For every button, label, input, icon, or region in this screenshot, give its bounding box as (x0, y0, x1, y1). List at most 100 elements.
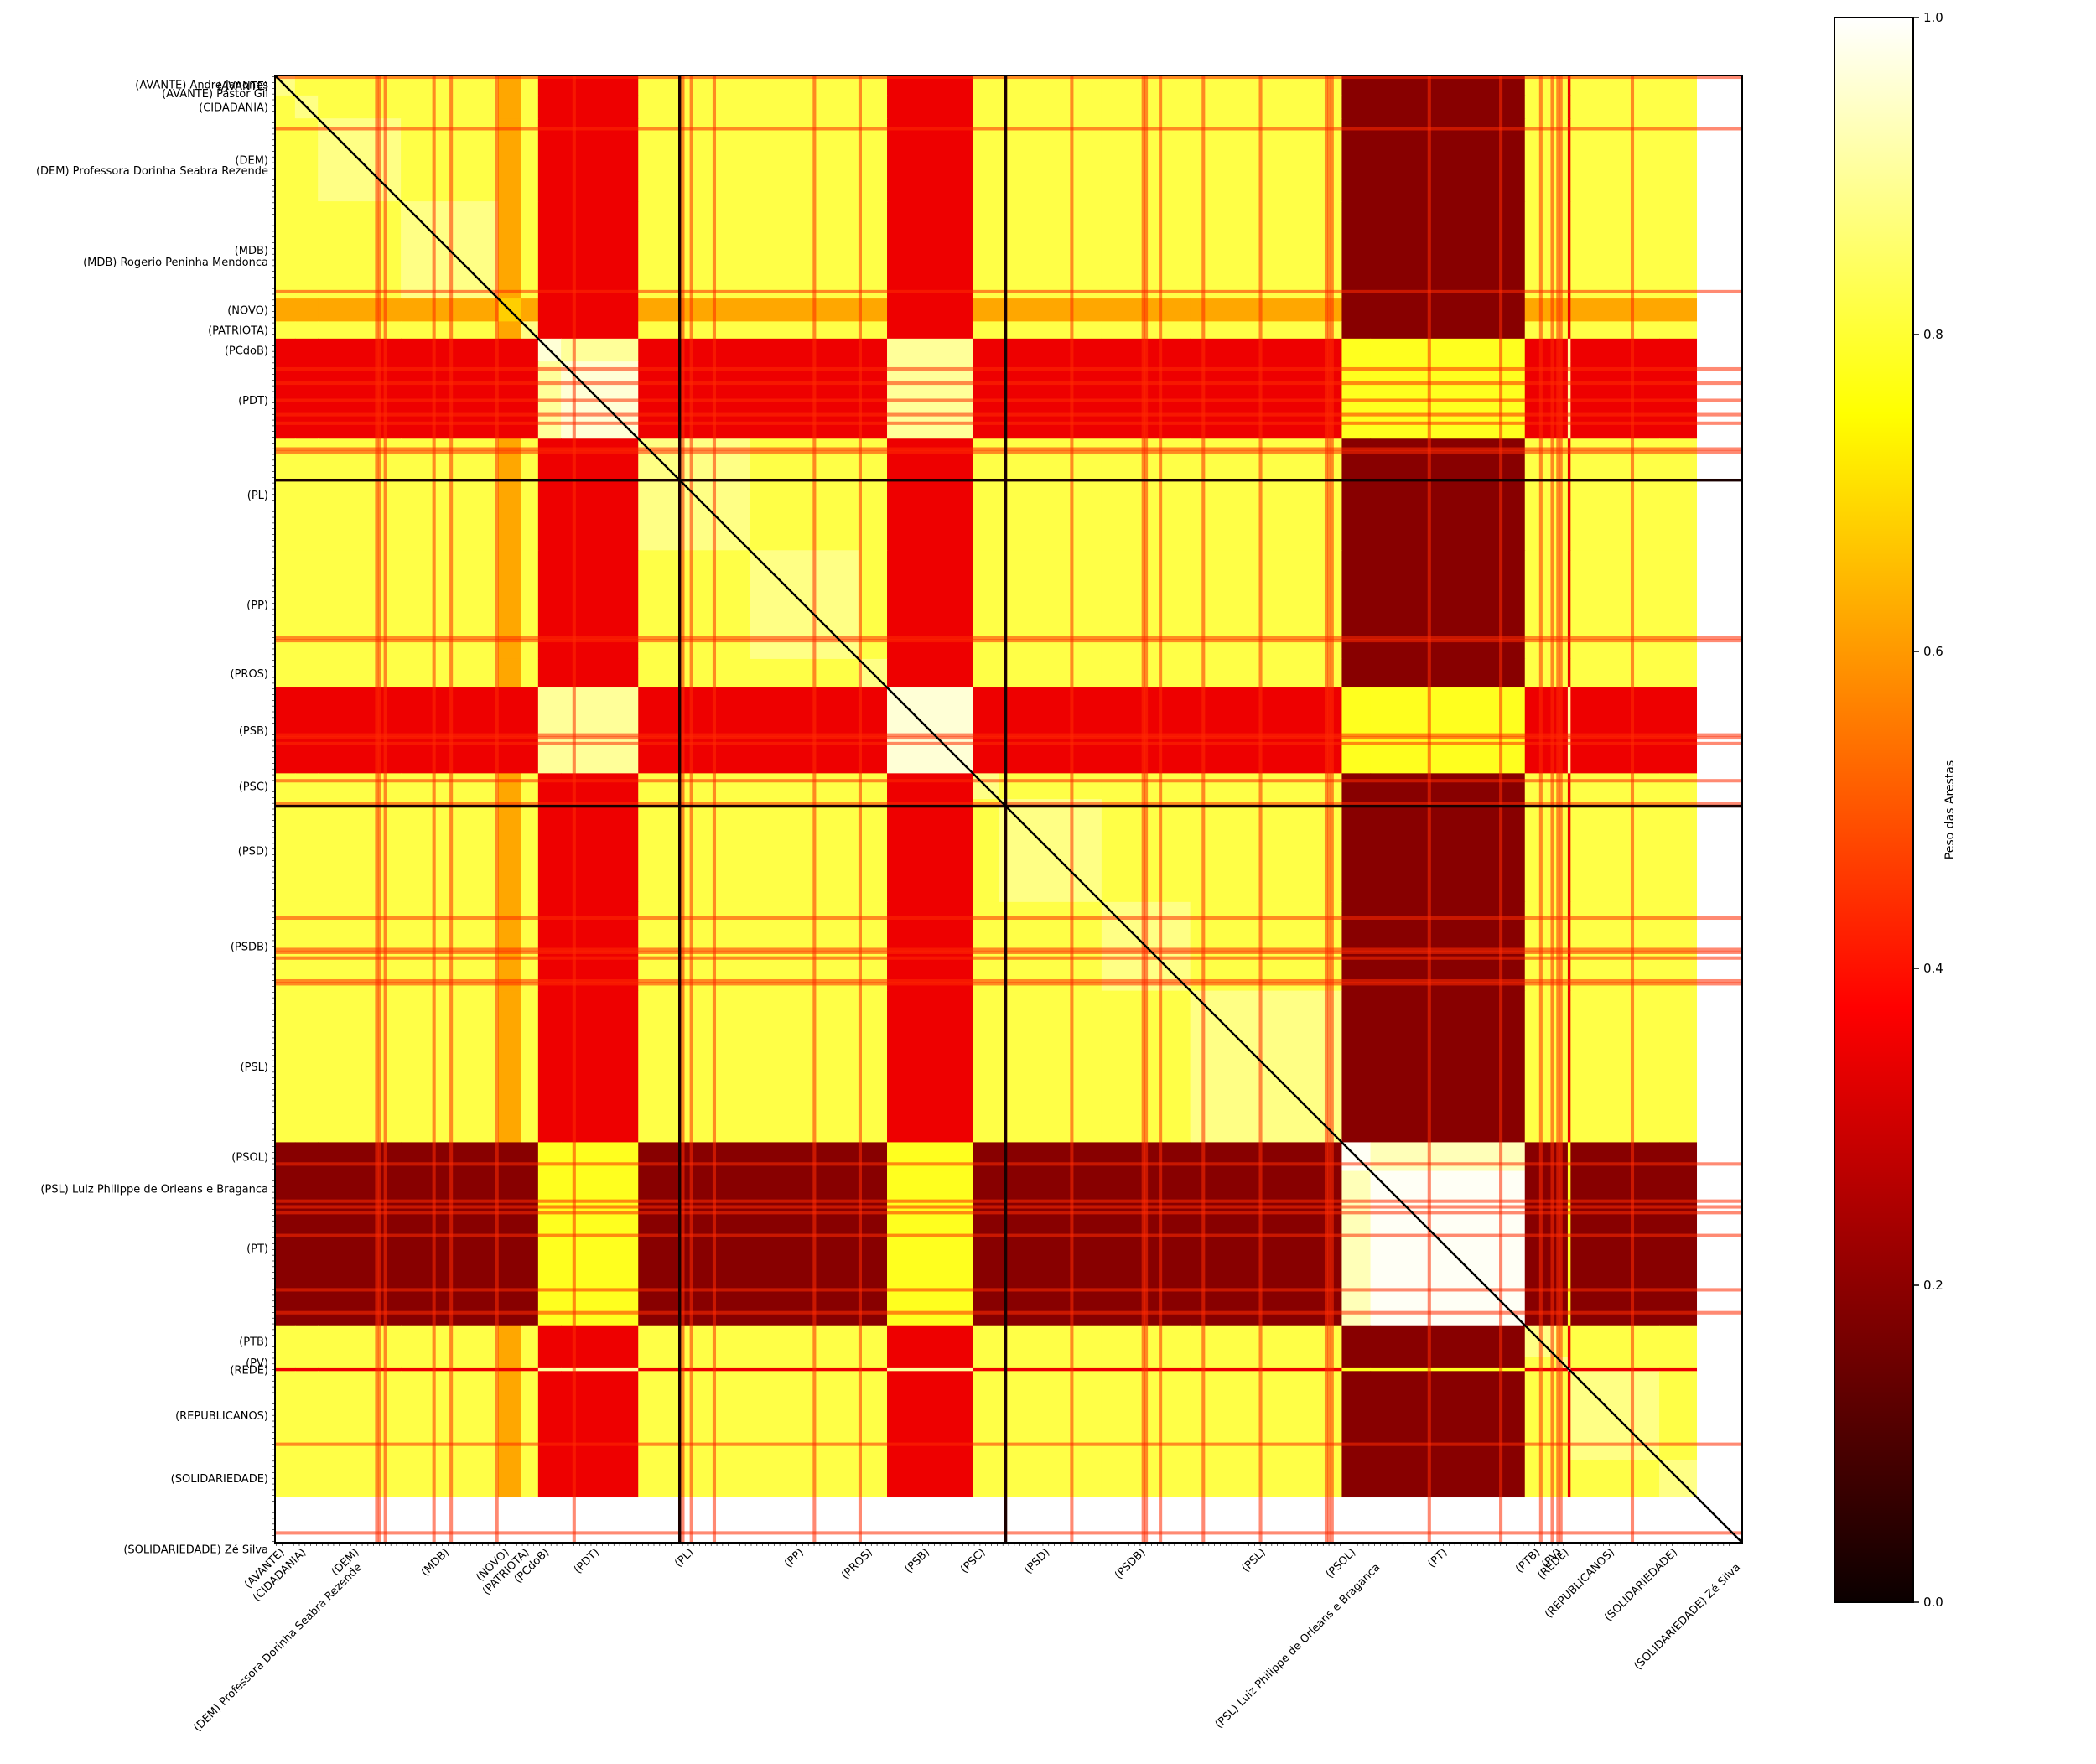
heatmap-block-psol-dem (318, 1142, 402, 1172)
heatmap-block-novo-republicanos (1570, 298, 1660, 322)
heatmap-block-pt-pp (750, 1170, 859, 1326)
heatmap-block-novo-psol (1341, 298, 1372, 322)
heatmap-block-psdb-psb (887, 901, 973, 992)
heatmap-block-mdb-psd (999, 201, 1102, 299)
heatmap-block-pcdob-avante (275, 338, 296, 362)
heatmap-block-ptb-psl (1190, 1325, 1343, 1357)
diagonal-line (274, 75, 1743, 1544)
row-label: (PSDB) (231, 942, 268, 954)
heatmap-block-pl-pp (750, 438, 859, 551)
colorbar-tick-label: 1.0 (1923, 10, 1943, 25)
heatmap-block-dem-novo (498, 118, 521, 202)
heatmap-block-psb-pl (638, 687, 750, 774)
heatmap-block-cidadania-psb (887, 95, 973, 119)
column-label: (PDT) (572, 1546, 602, 1576)
heatmap-block-solidariedade-pp (750, 1460, 859, 1498)
heatmap-block-psd-pl (638, 799, 750, 903)
heatmap-block-psdb-psd (999, 901, 1102, 992)
heatmap-block-rede-republicanos (1570, 1367, 1660, 1372)
heatmap-block-psdb-rede (1567, 901, 1571, 992)
heatmap-block-patriota-psc (973, 321, 999, 340)
heatmap-block-ptb-pl (638, 1325, 750, 1357)
heatmap-block-patriota-pros (858, 321, 888, 340)
heatmap-block-pcdob-cidadania (294, 338, 319, 362)
heatmap-block-mdb-pp (750, 201, 859, 299)
heatmap-block-psdb-republicanos (1570, 901, 1660, 992)
heatmap-block-psdb-pl (638, 901, 750, 992)
heatmap-block-mdb-solidariedade (1659, 201, 1698, 299)
heatmap-block-solidariedade-psol (1341, 1460, 1372, 1498)
heatmap-block-ptb-novo (498, 1325, 521, 1357)
row-label-deputy: (SOLIDARIEDADE) Zé Silva (123, 1544, 268, 1556)
heatmap-row-stripe (812, 75, 817, 1543)
heatmap-block-psc-pp (750, 773, 859, 800)
heatmap-row-stripe (275, 779, 1742, 783)
column-label: (PL) (672, 1546, 696, 1569)
heatmap-block-psd-novo (498, 799, 521, 903)
heatmap-block-novo-avante (275, 298, 296, 322)
row-label: (CIDADANIA) (199, 102, 268, 115)
heatmap-block-dem-pl (638, 118, 750, 202)
heatmap-row-stripe (712, 75, 717, 1543)
heatmap-block-rede-psl (1190, 1367, 1343, 1372)
heatmap-block-pl-psd (999, 438, 1102, 551)
heatmap-block-pt-avante (275, 1170, 296, 1326)
heatmap-block-psl-psb (887, 990, 973, 1144)
heatmap-block-psb-psol (1341, 687, 1372, 774)
heatmap-block-pv-psd (999, 1357, 1102, 1369)
heatmap-block-cidadania-novo (498, 95, 521, 119)
colorbar-ticks: 0.0 0.2 0.4 0.6 0.8 1.0 (1913, 10, 1943, 1610)
heatmap-block-pt-cidadania (294, 1170, 319, 1326)
heatmap-block-pt-psc (973, 1170, 999, 1326)
heatmap-block-psc-solidariedade (1659, 773, 1698, 800)
heatmap-block-pros-pp (750, 658, 859, 688)
heatmap-block-patriota-novo (498, 321, 521, 340)
heatmap-block-psol-pros (858, 1142, 888, 1172)
heatmap-block-novo-cidadania (294, 298, 319, 322)
heatmap-block-psdb-pros (858, 901, 888, 992)
heatmap-row-stripe (275, 982, 1742, 986)
heatmap-block-psl-pl (638, 990, 750, 1144)
heatmap-block-novo-pp (750, 298, 859, 322)
heatmap-block-pt-pl (638, 1170, 750, 1326)
heatmap-block-rede-cidadania (294, 1367, 319, 1372)
heatmap-block-pv-pp (750, 1357, 859, 1369)
heatmap-block-pv-patriota (521, 1357, 539, 1369)
column-label: (PT) (1425, 1546, 1450, 1570)
heatmap-row-stripe (1330, 75, 1334, 1543)
heatmap-block-psdb-dem (318, 901, 402, 992)
heatmap-block-psb-pcdob (537, 687, 562, 774)
heatmap-block-psb-novo (498, 687, 521, 774)
heatmap-block-pp-novo (498, 550, 521, 660)
row-label: (PSB) (239, 725, 268, 738)
heatmap-block-psb-psl (1190, 687, 1343, 774)
heatmap-block-rede-psd (999, 1367, 1102, 1372)
heatmap-block-patriota-pdt (561, 321, 639, 340)
heatmap-block-psdb-solidariedade (1659, 901, 1698, 992)
heatmap-block-pv-psl (1190, 1357, 1343, 1369)
heatmap-block-novo-pcdob (537, 298, 562, 322)
heatmap-block-pt-dem (318, 1170, 402, 1326)
heatmap-row-stripe (1499, 75, 1503, 1543)
heatmap-block-pt-solidariedade (1659, 1170, 1698, 1326)
heatmap-block-pcdob-republicanos (1570, 338, 1660, 362)
matrix-diagonal (274, 75, 1743, 1544)
heatmap-row-stripe (275, 421, 1742, 425)
heatmap-block-ptb-patriota (521, 1325, 539, 1357)
heatmap-block-psl-pcdob (537, 990, 562, 1144)
heatmap-block-cidadania-psc (973, 95, 999, 119)
heatmap-block-psd-psol (1341, 799, 1372, 903)
heatmap-block-psl-avante (275, 990, 296, 1144)
heatmap-block-pv-cidadania (294, 1357, 319, 1369)
row-label: (REPUBLICANOS) (175, 1410, 268, 1423)
heatmap-block-pl-psc (973, 438, 999, 551)
heatmap-block-ptb-psb (887, 1325, 973, 1357)
heatmap-block-pros-psc (973, 658, 999, 688)
heatmap-block-pl-avante (275, 438, 296, 551)
heatmap-row-stripe (275, 289, 1742, 293)
heatmap-block-rede-pt (1370, 1367, 1526, 1372)
heatmap-block-rede-pros (858, 1367, 888, 1372)
heatmap-block-pros-solidariedade (1659, 658, 1698, 688)
heatmap-block-psol-pp (750, 1142, 859, 1172)
heatmap-block-patriota-avante (275, 321, 296, 340)
